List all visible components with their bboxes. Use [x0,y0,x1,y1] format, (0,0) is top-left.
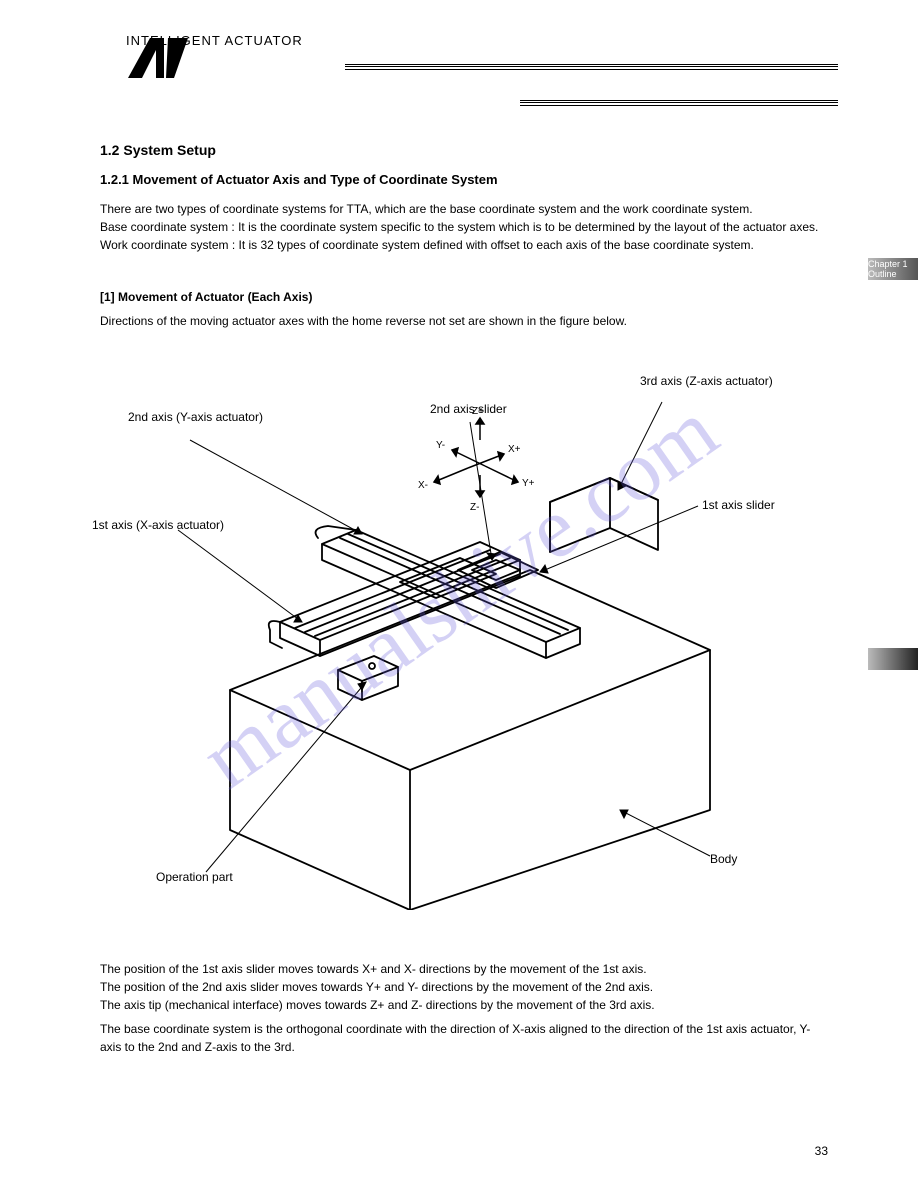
callout-y-slider: 2nd axis slider [430,402,507,418]
label-y-minus: Y- [436,440,445,451]
label-y-plus: Y+ [522,478,535,489]
logo-area [120,32,198,84]
paragraph-3: The position of the 1st axis slider move… [100,960,828,1014]
diagram: X+ X- Y+ Y- Z+ Z- 2nd axis (Y-axis actua… [150,370,790,910]
section-subtitle: 1.2.1 Movement of Actuator Axis and Type… [100,172,498,187]
callout-x-actuator: 1st axis (X-axis actuator) [92,518,224,534]
side-tab-chapter: Chapter 1 Outline [868,258,918,280]
header-rule-1 [345,64,838,70]
paragraph-2: Directions of the moving actuator axes w… [100,312,828,330]
callout-y-actuator: 2nd axis (Y-axis actuator) [128,410,263,426]
side-tab-blank [868,648,918,670]
header-rule-2 [520,100,838,106]
actuator-diagram-svg: X+ X- Y+ Y- Z+ Z- [150,370,790,910]
section-title: 1.2 System Setup [100,142,216,158]
paragraph-4: The base coordinate system is the orthog… [100,1020,828,1056]
callout-body: Body [710,852,737,868]
label-x-plus: X+ [508,444,521,455]
label-z-minus: Z- [470,502,479,513]
paragraph-1: There are two types of coordinate system… [100,200,828,254]
callout-operation-part: Operation part [156,870,233,886]
callout-z-actuator: 3rd axis (Z-axis actuator) [640,374,773,390]
logo-icon [120,32,198,84]
page-header: INTELLIGENT ACTUATOR [120,32,838,102]
callout-x-slider: 1st axis slider [702,498,775,514]
page-number: 33 [815,1144,828,1158]
sub-heading: [1] Movement of Actuator (Each Axis) [100,290,312,304]
label-x-minus: X- [418,480,428,491]
